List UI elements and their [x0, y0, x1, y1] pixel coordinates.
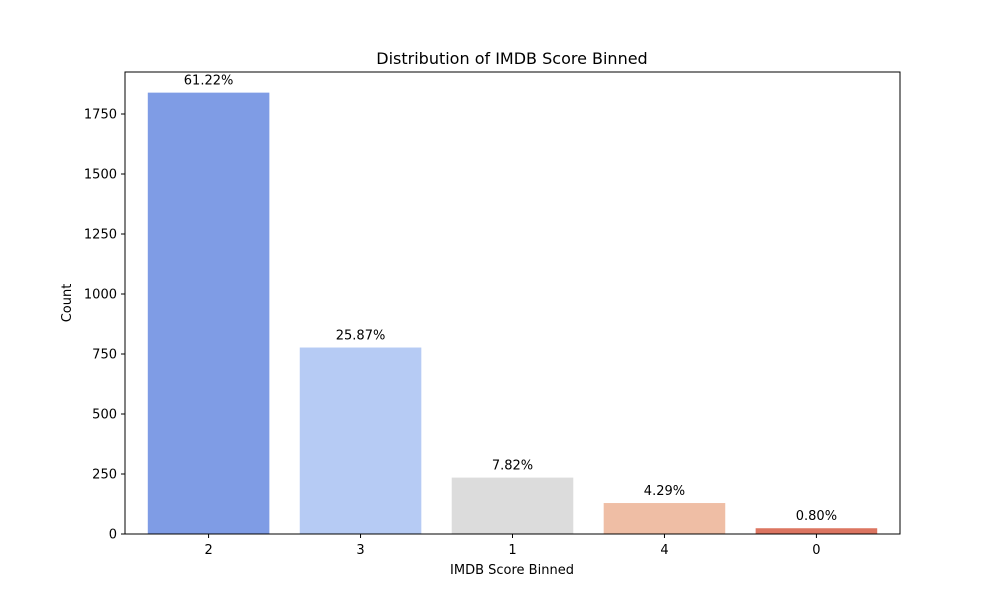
x-axis-ticks: 2 3 1 4 0 — [204, 534, 821, 558]
y-axis-label: Count — [60, 284, 75, 323]
data-labels-group: 61.22% 25.87% 7.82% 4.29% 0.80% — [184, 74, 837, 525]
data-label: 0.80% — [796, 509, 837, 524]
x-tick-label: 1 — [508, 543, 516, 558]
bars-group — [147, 92, 878, 534]
chart-title: Distribution of IMDB Score Binned — [376, 49, 647, 68]
y-tick-label: 1000 — [84, 288, 117, 303]
y-tick-label: 250 — [92, 468, 117, 483]
y-tick-label: 1500 — [84, 168, 117, 183]
data-label: 25.87% — [336, 329, 386, 344]
y-tick-label: 1250 — [84, 228, 117, 243]
bar-4 — [603, 503, 726, 534]
data-label: 7.82% — [492, 459, 533, 474]
x-tick-label: 4 — [660, 543, 668, 558]
x-tick-label: 3 — [356, 543, 364, 558]
data-label: 61.22% — [184, 74, 234, 89]
data-label: 4.29% — [644, 484, 685, 499]
x-tick-label: 2 — [204, 543, 212, 558]
y-tick-label: 1750 — [84, 108, 117, 123]
x-axis-label: IMDB Score Binned — [450, 563, 574, 578]
bar-3 — [299, 347, 422, 534]
x-tick-label: 0 — [812, 543, 820, 558]
plot-frame — [124, 71, 901, 535]
y-tick-label: 0 — [109, 528, 117, 543]
y-tick-label: 750 — [92, 348, 117, 363]
bar-0 — [755, 528, 878, 534]
y-axis-ticks: 0 250 500 750 1000 1250 1500 1750 — [84, 108, 125, 543]
bar-1 — [451, 477, 574, 534]
bar-2 — [147, 92, 270, 534]
y-tick-label: 500 — [92, 408, 117, 423]
